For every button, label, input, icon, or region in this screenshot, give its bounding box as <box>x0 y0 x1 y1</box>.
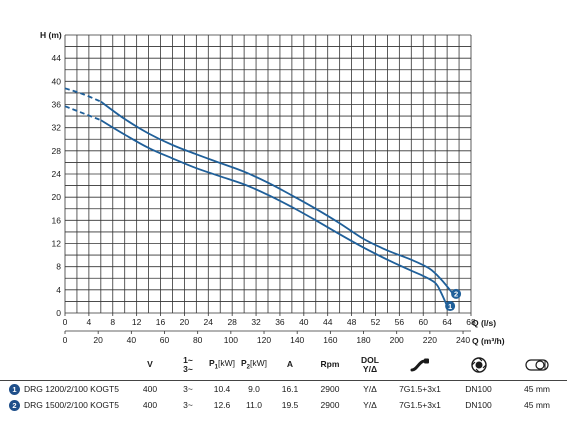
current-cell: 19.5 <box>281 400 299 410</box>
x-tick-label: 12 <box>132 317 142 327</box>
header-phase: 1~ 3~ <box>170 350 206 381</box>
y-tick-label: 28 <box>52 146 62 156</box>
x2-tick-label: 20 <box>93 335 103 345</box>
x-tick-label: 68 <box>466 317 476 327</box>
x-tick-label: 28 <box>227 317 237 327</box>
x-tick-label: 32 <box>251 317 261 327</box>
x-tick-label: 20 <box>180 317 190 327</box>
x-tick-label: 36 <box>275 317 285 327</box>
x-tick-label: 44 <box>323 317 333 327</box>
x-tick-label: 52 <box>371 317 381 327</box>
x2-tick-label: 120 <box>257 335 271 345</box>
x2-axis-label: Q (m³/h) <box>472 336 505 346</box>
x2-tick-label: 100 <box>224 335 238 345</box>
rpm-cell: 2900 <box>320 400 340 410</box>
x2-tick-label: 160 <box>323 335 337 345</box>
x-tick-label: 48 <box>347 317 357 327</box>
curve-2-marker-label: 2 <box>454 290 458 299</box>
dn-cell: DN100 <box>465 384 492 394</box>
series-badge: 2 <box>9 399 20 411</box>
pump-outlet-icon <box>450 350 507 381</box>
x-tick-label: 64 <box>442 317 452 327</box>
p2-cell: 9.0 <box>248 384 260 394</box>
y-tick-label: 4 <box>56 285 61 295</box>
p2-cell: 11.0 <box>246 400 262 410</box>
x-axis-label: Q (l/s) <box>472 318 496 328</box>
x2-tick-label: 40 <box>127 335 137 345</box>
y-tick-label: 8 <box>56 262 61 272</box>
header-dol: DOL Y/Δ <box>350 350 390 381</box>
size-cell: 45 mm <box>524 384 550 394</box>
y-tick-label: 12 <box>52 239 62 249</box>
y-tick-label: 0 <box>56 308 61 318</box>
header-p2: P2[kW] <box>238 350 270 381</box>
x-tick-label: 8 <box>110 317 115 327</box>
dn-cell: DN100 <box>465 400 492 410</box>
table-row: 1 DRG 1200/2/100 KOGT5 400 3~ 10.4 9.0 16… <box>0 381 567 398</box>
cable-cell: 7G1.5+3x1 <box>399 400 441 410</box>
x-tick-label: 56 <box>395 317 405 327</box>
table-header-row: V 1~ 3~ P1[kW] P2[kW] A Rpm DOL Y/Δ <box>0 350 567 381</box>
chart-labels: H (m) Q (l/s) Q (m³/h) <box>40 30 505 346</box>
dol-cell: Y/Δ <box>363 384 377 394</box>
x2-tick-label: 60 <box>160 335 170 345</box>
y-axis-label: H (m) <box>40 30 62 40</box>
voltage-cell: 400 <box>142 384 158 394</box>
y-tick-label: 36 <box>52 100 62 110</box>
chart-curves: 12 <box>64 87 462 312</box>
x-tick-label: 0 <box>63 317 68 327</box>
cable-cell: 7G1.5+3x1 <box>399 384 441 394</box>
voltage-cell: 400 <box>142 400 158 410</box>
x2-tick-label: 140 <box>290 335 304 345</box>
x-tick-label: 40 <box>299 317 309 327</box>
dol-cell: Y/Δ <box>363 400 377 410</box>
table-row: 2 DRG 1500/2/100 KOGT5 400 3~ 12.6 11.0 1… <box>0 397 567 413</box>
x2-tick-label: 0 <box>63 335 68 345</box>
x-tick-label: 24 <box>204 317 214 327</box>
y-tick-label: 24 <box>52 169 62 179</box>
rpm-cell: 2900 <box>320 384 340 394</box>
curve-2-dashed <box>64 87 102 103</box>
size-cell: 45 mm <box>524 400 550 410</box>
curve-1-marker <box>445 301 456 312</box>
model-cell: 1 DRG 1200/2/100 KOGT5 <box>0 381 130 398</box>
p1-cell: 10.4 <box>213 384 231 394</box>
header-voltage: V <box>130 350 170 381</box>
header-p1: P1[kW] <box>206 350 238 381</box>
y-tick-label: 40 <box>52 76 62 86</box>
y-tick-label: 44 <box>52 53 62 63</box>
y-tick-label: 20 <box>52 192 62 202</box>
x2-tick-label: 240 <box>456 335 470 345</box>
cable-icon <box>390 350 450 381</box>
curve-2 <box>100 100 454 295</box>
solids-passage-icon <box>507 350 567 381</box>
x2-tick-label: 80 <box>193 335 203 345</box>
x-tick-label: 4 <box>87 317 92 327</box>
x-tick-label: 60 <box>419 317 429 327</box>
phase-cell: 3~ <box>183 400 193 410</box>
spec-table: V 1~ 3~ P1[kW] P2[kW] A Rpm DOL Y/Δ 1 DRG 1… <box>0 350 567 413</box>
x-tick-label: 16 <box>156 317 166 327</box>
series-badge: 1 <box>9 383 20 395</box>
y-tick-label: 32 <box>52 123 62 133</box>
model-cell: 2 DRG 1500/2/100 KOGT5 <box>0 397 130 413</box>
curve-1-marker-label: 1 <box>448 302 452 311</box>
header-model <box>0 350 130 381</box>
phase-cell: 3~ <box>183 384 193 394</box>
y-tick-label: 16 <box>52 215 62 225</box>
curve-1 <box>100 119 448 307</box>
current-cell: 16.1 <box>281 384 299 394</box>
curve-1-dashed <box>64 105 102 121</box>
curve-2-marker <box>451 288 462 299</box>
x2-tick-label: 200 <box>390 335 404 345</box>
x2-tick-label: 220 <box>423 335 437 345</box>
header-rpm: Rpm <box>310 350 350 381</box>
header-current: A <box>270 350 310 381</box>
p1-cell: 12.6 <box>213 400 231 410</box>
x2-tick-label: 180 <box>356 335 370 345</box>
